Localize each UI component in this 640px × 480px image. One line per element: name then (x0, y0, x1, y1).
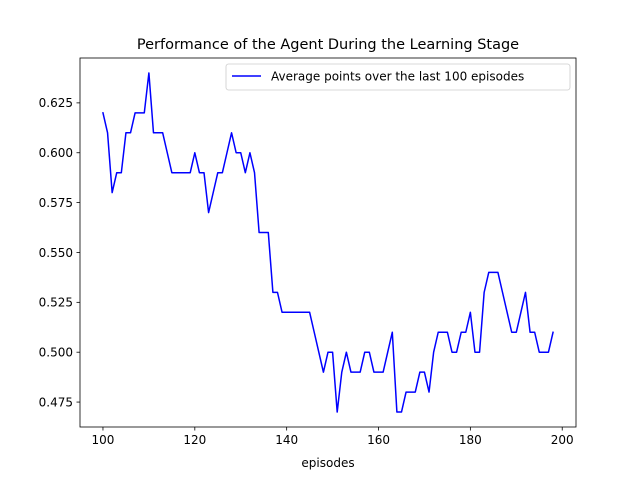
y-tick-label: 0.525 (39, 296, 73, 310)
x-tick-label: 100 (92, 433, 115, 447)
y-tick-label: 0.500 (39, 346, 73, 360)
plot-area: 100 120 140 160 180 200 0.475 0.500 0.525 0.550 0.… (39, 57, 577, 447)
legend: Average points over the last 100 episode… (225, 63, 571, 91)
x-tick-label: 180 (459, 433, 482, 447)
axes-frame (79, 57, 577, 428)
y-tick-label: 0.625 (39, 96, 73, 110)
x-tick-label: 200 (551, 433, 574, 447)
y-tick-label: 0.575 (39, 196, 73, 210)
x-axis-label: episodes (301, 456, 354, 470)
x-tick-label: 160 (367, 433, 390, 447)
x-tick-label: 120 (183, 433, 206, 447)
legend-entry-0: Average points over the last 100 episode… (271, 70, 524, 84)
chart-title: Performance of the Agent During the Lear… (137, 37, 519, 53)
y-tick-label: 0.600 (39, 146, 73, 160)
x-tick-label: 140 (275, 433, 298, 447)
legend-box (225, 63, 571, 91)
y-tick-label: 0.550 (39, 246, 73, 260)
y-tick-label: 0.475 (39, 395, 73, 409)
series-line-0 (102, 72, 554, 413)
